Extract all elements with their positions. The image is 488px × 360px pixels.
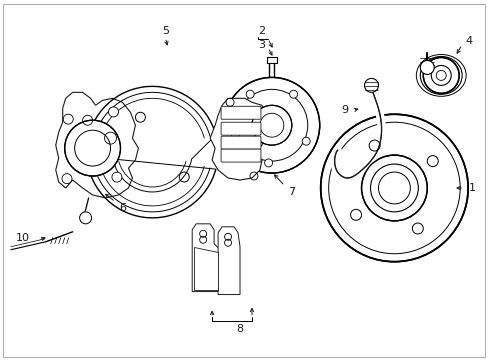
Circle shape [251, 105, 291, 145]
Circle shape [368, 140, 379, 151]
Polygon shape [210, 98, 264, 180]
Text: 6: 6 [119, 203, 126, 213]
FancyBboxPatch shape [221, 106, 261, 119]
Circle shape [361, 155, 427, 221]
Text: 3: 3 [258, 40, 265, 50]
Text: 4: 4 [465, 36, 472, 46]
Text: 5: 5 [162, 26, 168, 36]
Text: 8: 8 [236, 324, 243, 334]
Circle shape [420, 60, 433, 75]
Text: 10: 10 [16, 233, 30, 243]
Circle shape [350, 210, 361, 220]
Circle shape [427, 156, 437, 167]
Circle shape [245, 90, 254, 98]
FancyBboxPatch shape [221, 122, 261, 135]
Polygon shape [194, 247, 218, 289]
Circle shape [320, 114, 467, 262]
Text: 7: 7 [287, 187, 295, 197]
Circle shape [112, 172, 122, 182]
Text: 9: 9 [340, 105, 347, 115]
Circle shape [411, 223, 423, 234]
Text: 2: 2 [258, 26, 265, 36]
Circle shape [302, 137, 309, 145]
Circle shape [423, 58, 458, 93]
Circle shape [80, 212, 91, 224]
Circle shape [364, 78, 378, 92]
Circle shape [264, 159, 272, 167]
FancyBboxPatch shape [221, 149, 261, 162]
Circle shape [224, 77, 319, 173]
Circle shape [63, 114, 73, 124]
Circle shape [108, 107, 118, 117]
Polygon shape [56, 92, 138, 198]
Polygon shape [192, 224, 220, 292]
Polygon shape [218, 227, 240, 294]
Circle shape [289, 90, 297, 98]
Circle shape [231, 131, 239, 139]
Circle shape [64, 120, 120, 176]
Text: 1: 1 [468, 183, 475, 193]
FancyBboxPatch shape [221, 136, 261, 149]
Circle shape [62, 174, 72, 184]
